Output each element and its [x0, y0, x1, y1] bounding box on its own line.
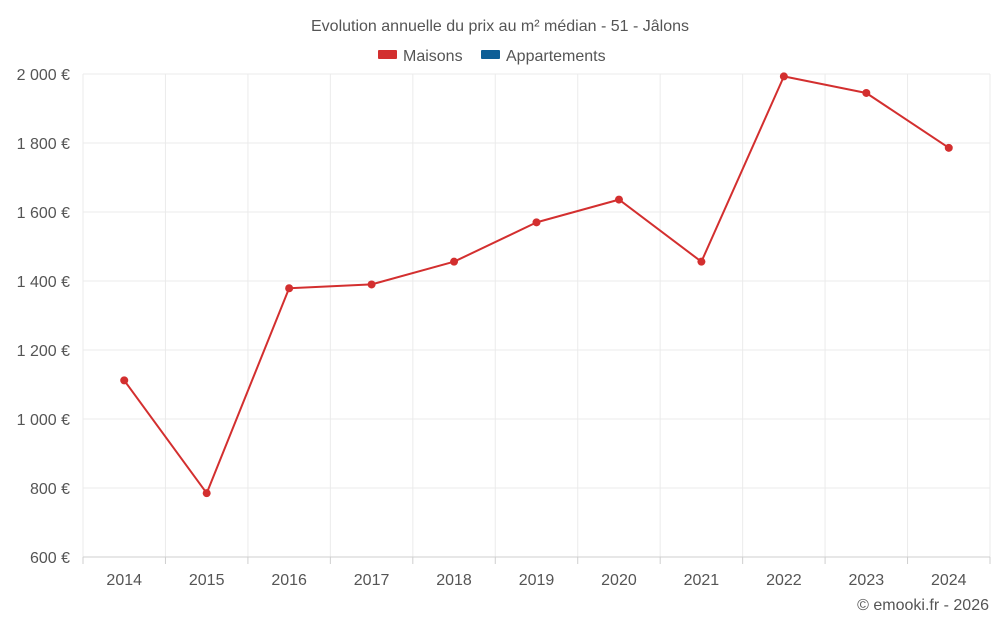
data-point-2014[interactable]	[120, 376, 129, 385]
y-tick-label: 600 €	[30, 550, 70, 567]
legend-label-maisons: Maisons	[403, 48, 463, 65]
x-tick-label: 2022	[766, 572, 802, 589]
x-tick-label: 2021	[684, 572, 720, 589]
data-point-2021[interactable]	[697, 257, 706, 266]
data-point-2023[interactable]	[862, 88, 871, 97]
legend-swatch-maisons	[378, 50, 397, 59]
y-tick-label: 1 400 €	[17, 274, 70, 291]
y-tick-label: 800 €	[30, 481, 70, 498]
chart-title: Evolution annuelle du prix au m² médian …	[311, 18, 689, 35]
x-tick-label: 2017	[354, 572, 390, 589]
legend-item-appartements[interactable]: Appartements	[481, 48, 606, 65]
legend-item-maisons[interactable]: Maisons	[378, 48, 463, 65]
x-tick-label: 2020	[601, 572, 637, 589]
data-point-2015[interactable]	[202, 489, 211, 498]
y-tick-label: 2 000 €	[17, 67, 70, 84]
x-tick-label: 2014	[106, 572, 142, 589]
y-tick-label: 1 200 €	[17, 343, 70, 360]
data-point-2022[interactable]	[779, 72, 788, 81]
credit-text: © emooki.fr - 2026	[857, 597, 989, 614]
y-tick-label: 1 800 €	[17, 136, 70, 153]
series-maisons	[120, 72, 953, 498]
axes: 600 € 800 € 1 000 € 1 200 € 1 400 € 1 600 € 1 …	[17, 67, 991, 589]
y-tick-label: 1 000 €	[17, 412, 70, 429]
data-point-2020[interactable]	[614, 195, 623, 204]
x-tick-label: 2023	[849, 572, 885, 589]
x-tick-label: 2015	[189, 572, 225, 589]
data-point-2017[interactable]	[367, 280, 376, 289]
data-point-2018[interactable]	[450, 257, 459, 266]
x-tick-label: 2019	[519, 572, 555, 589]
data-point-2016[interactable]	[285, 284, 294, 293]
x-tick-label: 2018	[436, 572, 472, 589]
legend-swatch-appartements	[481, 50, 500, 59]
legend: Maisons Appartements	[378, 48, 606, 65]
x-tick-label: 2016	[271, 572, 307, 589]
x-tick-label: 2024	[931, 572, 967, 589]
data-point-2019[interactable]	[532, 218, 541, 227]
legend-label-appartements: Appartements	[506, 48, 606, 65]
y-tick-label: 1 600 €	[17, 205, 70, 222]
grid	[82, 73, 991, 557]
data-point-2024[interactable]	[944, 143, 953, 152]
